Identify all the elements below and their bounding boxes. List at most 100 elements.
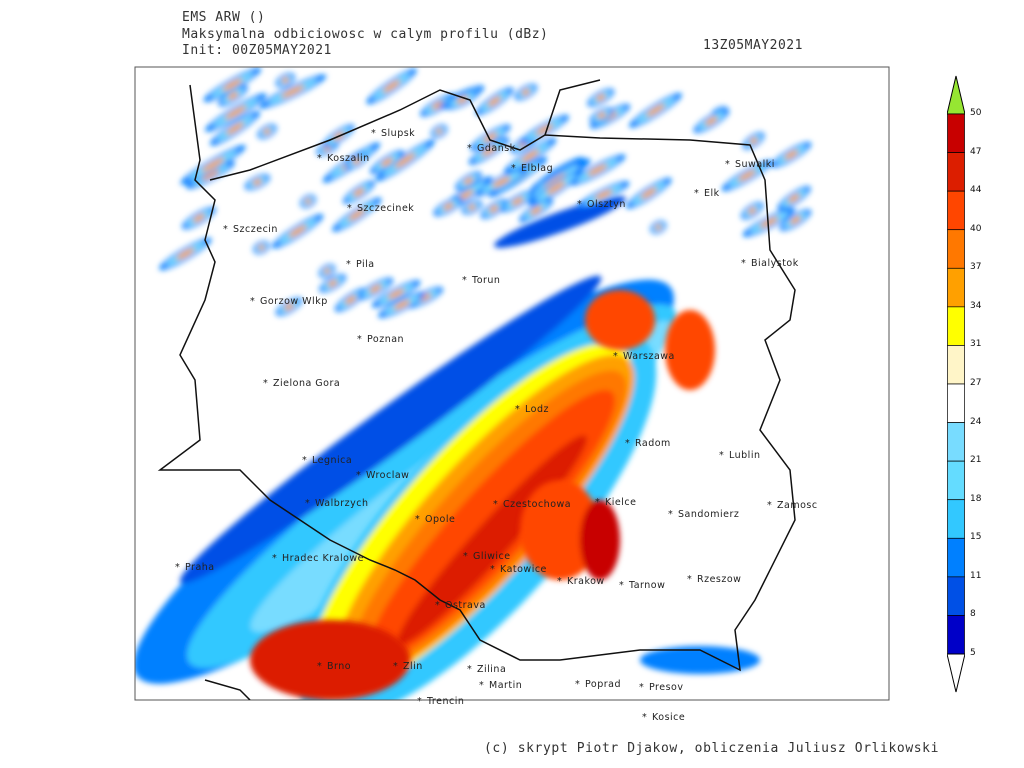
city-label: Czestochowa <box>503 499 571 510</box>
colorbar-segment <box>947 267 965 308</box>
city-szczecinek: * Szczecinek <box>347 203 414 214</box>
city-pila: * Pila <box>346 259 375 270</box>
colorbar-tick-label: 27 <box>970 378 982 388</box>
city-marker-icon: * <box>393 661 398 672</box>
city-label: Warszawa <box>623 351 675 362</box>
city-marker-icon: * <box>668 509 673 520</box>
city-marker-icon: * <box>356 470 361 481</box>
city-suwalki: * Suwalki <box>725 159 775 170</box>
city-label: Walbrzych <box>315 498 369 509</box>
city-zilina: * Zilina <box>467 664 506 675</box>
city-marker-icon: * <box>467 664 472 675</box>
city-label: Elk <box>704 188 720 199</box>
city-koszalin: * Koszalin <box>317 153 370 164</box>
city-label: Praha <box>185 562 215 573</box>
city-label: Zielona Gora <box>273 378 340 389</box>
city-label: Lublin <box>729 450 760 461</box>
colorbar-segment <box>947 499 965 539</box>
city-marker-icon: * <box>575 679 580 690</box>
colorbar-segment <box>947 422 965 462</box>
city-marker-icon: * <box>725 159 730 170</box>
city-marker-icon: * <box>479 680 484 691</box>
city-kielce: * Kielce <box>595 497 636 508</box>
city-label: Torun <box>471 275 500 286</box>
city-label: Lodz <box>525 404 549 415</box>
city-olsztyn: * Olsztyn <box>577 199 626 210</box>
colorbar-segment <box>947 306 965 346</box>
city-sandomierz: * Sandomierz <box>668 509 739 520</box>
city-label: Katowice <box>500 564 547 575</box>
city-label: Olsztyn <box>587 199 626 210</box>
field-title: Maksymalna odbiciowosc w calym profilu (… <box>182 27 549 42</box>
map-frame <box>134 66 890 701</box>
reflectivity-field <box>135 67 812 700</box>
city-walbrzych: * Walbrzych <box>305 498 369 509</box>
city-label: Tarnow <box>628 580 665 591</box>
colorbar-legend <box>946 74 966 694</box>
city-label: Krakow <box>567 576 605 587</box>
city-label: Hradec Kralowe <box>282 553 364 564</box>
colorbar-tick-label: 21 <box>970 455 982 466</box>
city-label: Wroclaw <box>366 470 409 481</box>
city-label: Suwalki <box>735 159 775 170</box>
colorbar-under-arrow <box>946 653 966 693</box>
city-label: Radom <box>635 438 671 449</box>
country-borders <box>157 79 796 700</box>
city-marker-icon: * <box>346 259 351 270</box>
colorbar-segment <box>947 152 965 192</box>
city-gliwice: * Gliwice <box>463 551 510 562</box>
city-marker-icon: * <box>302 455 307 466</box>
colorbar-tick-label: 15 <box>970 532 982 543</box>
init-time: Init: 00Z05MAY2021 <box>182 43 332 58</box>
city-marker-icon: * <box>719 450 724 461</box>
colorbar-segment <box>947 383 965 423</box>
city-marker-icon: * <box>557 576 562 587</box>
city-marker-icon: * <box>435 600 440 611</box>
city-labels: * Slupsk * Koszalin * Gdansk * Elblag * Szczecine… <box>175 128 818 723</box>
city-rzeszow: * Rzeszow <box>687 574 741 585</box>
colorbar-segment <box>947 229 965 269</box>
city-trencin: * Trencin <box>417 696 464 707</box>
city-marker-icon: * <box>317 153 322 164</box>
city-marker-icon: * <box>642 712 647 723</box>
city-label: Poznan <box>367 334 404 345</box>
city-marker-icon: * <box>305 498 310 509</box>
city-marker-icon: * <box>175 562 180 573</box>
city-marker-icon: * <box>619 580 624 591</box>
city-label: Pila <box>356 259 375 270</box>
city-label: Zlin <box>403 661 423 672</box>
city-marker-icon: * <box>595 497 600 508</box>
city-label: Zamosc <box>777 500 818 511</box>
city-czestochowa: * Czestochowa <box>493 499 571 510</box>
colorbar-segment <box>947 345 965 385</box>
city-label: Koszalin <box>327 153 370 164</box>
city-warszawa: * Warszawa <box>613 351 675 362</box>
colorbar-segment <box>947 460 965 501</box>
colorbar-tick-label: 40 <box>970 223 982 234</box>
colorbar-tick-label: 5 <box>970 648 976 658</box>
city-wroclaw: * Wroclaw <box>356 470 409 481</box>
colorbar-over-arrow <box>946 75 966 115</box>
city-brno: * Brno <box>317 661 351 672</box>
city-marker-icon: * <box>415 514 420 525</box>
city-marker-icon: * <box>694 188 699 199</box>
colorbar-tick-label: 50 <box>970 108 982 118</box>
city-zamosc: * Zamosc <box>767 500 818 511</box>
city-label: Szczecin <box>233 224 278 235</box>
city-marker-icon: * <box>223 224 228 235</box>
city-marker-icon: * <box>767 500 772 511</box>
model-title: EMS ARW () <box>182 10 266 25</box>
city-label: Poprad <box>585 679 621 690</box>
city-label: Trencin <box>426 696 464 707</box>
city-lodz: * Lodz <box>515 404 549 415</box>
city-marker-icon: * <box>515 404 520 415</box>
city-krakow: * Krakow <box>557 576 605 587</box>
colorbar-tick-label: 18 <box>970 493 982 504</box>
city-label: Ostrava <box>445 600 486 611</box>
colorbar-tick-label: 24 <box>970 416 982 427</box>
city-label: Zilina <box>477 664 506 675</box>
city-zielona-gora: * Zielona Gora <box>263 378 340 389</box>
colorbar-tick-label: 31 <box>970 339 982 350</box>
city-gorzow-wlkp: * Gorzow Wlkp <box>250 296 327 307</box>
